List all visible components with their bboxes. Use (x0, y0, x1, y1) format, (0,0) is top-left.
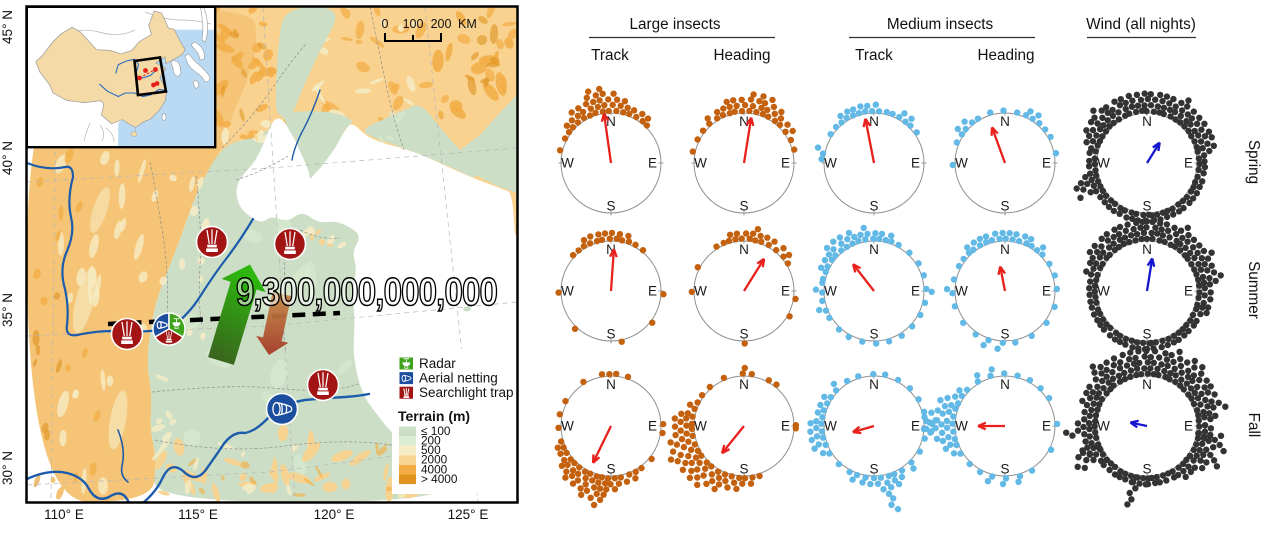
svg-text:S: S (1142, 462, 1151, 477)
svg-text:Searchlight trap: Searchlight trap (419, 385, 514, 400)
svg-text:N: N (1000, 242, 1010, 257)
svg-text:W: W (824, 284, 837, 299)
svg-text:S: S (739, 199, 748, 214)
svg-text:N: N (1000, 114, 1010, 129)
svg-text:E: E (1042, 156, 1051, 171)
svg-text:35° N: 35° N (0, 293, 15, 327)
svg-text:Fall: Fall (1245, 413, 1262, 438)
svg-text:W: W (1097, 419, 1110, 434)
svg-text:Wind (all nights): Wind (all nights) (1086, 16, 1196, 33)
svg-text:W: W (694, 284, 707, 299)
svg-text:Summer: Summer (1245, 261, 1262, 319)
svg-text:E: E (1184, 284, 1193, 299)
svg-text:S: S (739, 462, 748, 477)
svg-text:E: E (1042, 284, 1051, 299)
svg-text:Heading: Heading (714, 47, 771, 64)
svg-text:N: N (869, 114, 879, 129)
svg-text:E: E (1184, 419, 1193, 434)
svg-text:W: W (1097, 284, 1110, 299)
svg-text:30° N: 30° N (0, 451, 15, 485)
svg-text:N: N (869, 377, 879, 392)
svg-text:200: 200 (431, 17, 452, 31)
svg-text:S: S (1000, 199, 1009, 214)
svg-text:S: S (606, 199, 615, 214)
svg-text:45° N: 45° N (0, 10, 15, 44)
svg-text:E: E (781, 284, 790, 299)
svg-text:Medium insects: Medium insects (887, 16, 994, 33)
svg-text:N: N (606, 114, 616, 129)
svg-text:E: E (648, 156, 657, 171)
svg-text:40° N: 40° N (0, 141, 15, 175)
svg-text:S: S (1142, 327, 1151, 342)
svg-text:Heading: Heading (978, 47, 1035, 64)
svg-text:E: E (1184, 156, 1193, 171)
svg-text:N: N (1142, 242, 1152, 257)
svg-text:Radar: Radar (419, 356, 456, 371)
svg-text:S: S (869, 462, 878, 477)
svg-text:W: W (955, 284, 968, 299)
svg-text:Aerial netting: Aerial netting (419, 371, 498, 386)
svg-text:120° E: 120° E (314, 507, 355, 522)
svg-text:W: W (561, 419, 574, 434)
svg-text:E: E (781, 156, 790, 171)
svg-text:E: E (1042, 419, 1051, 434)
svg-text:115° E: 115° E (178, 507, 218, 522)
svg-text:N: N (1142, 114, 1152, 129)
svg-text:N: N (606, 377, 616, 392)
svg-text:E: E (648, 419, 657, 434)
svg-text:E: E (781, 419, 790, 434)
svg-text:125° E: 125° E (448, 507, 489, 522)
svg-text:Large insects: Large insects (630, 16, 721, 33)
svg-text:E: E (648, 284, 657, 299)
svg-text:S: S (1000, 462, 1009, 477)
svg-text:W: W (955, 156, 968, 171)
svg-text:S: S (739, 327, 748, 342)
svg-text:W: W (824, 156, 837, 171)
svg-text:KM: KM (458, 17, 477, 31)
svg-text:Track: Track (591, 47, 629, 64)
svg-text:S: S (869, 199, 878, 214)
svg-text:N: N (739, 242, 749, 257)
svg-text:E: E (911, 156, 920, 171)
svg-text:Terrain (m): Terrain (m) (398, 408, 470, 424)
svg-text:S: S (1000, 327, 1009, 342)
svg-text:E: E (911, 419, 920, 434)
svg-text:N: N (1142, 377, 1152, 392)
svg-text:W: W (561, 284, 574, 299)
svg-text:9,300,000,000,000: 9,300,000,000,000 (236, 271, 497, 314)
svg-text:N: N (1000, 377, 1010, 392)
svg-text:W: W (1097, 156, 1110, 171)
svg-text:W: W (694, 156, 707, 171)
svg-text:S: S (606, 462, 615, 477)
svg-text:W: W (694, 419, 707, 434)
svg-text:> 4000: > 4000 (421, 472, 458, 486)
svg-text:S: S (606, 327, 615, 342)
svg-text:0: 0 (382, 17, 389, 31)
svg-text:Track: Track (855, 47, 893, 64)
svg-text:110° E: 110° E (44, 507, 84, 522)
svg-text:S: S (869, 327, 878, 342)
svg-text:W: W (824, 419, 837, 434)
svg-text:100: 100 (403, 17, 424, 31)
svg-text:W: W (955, 419, 968, 434)
svg-text:Spring: Spring (1245, 140, 1262, 184)
svg-text:S: S (1142, 199, 1151, 214)
svg-text:N: N (739, 377, 749, 392)
svg-text:N: N (869, 242, 879, 257)
svg-text:W: W (561, 156, 574, 171)
svg-text:E: E (911, 284, 920, 299)
